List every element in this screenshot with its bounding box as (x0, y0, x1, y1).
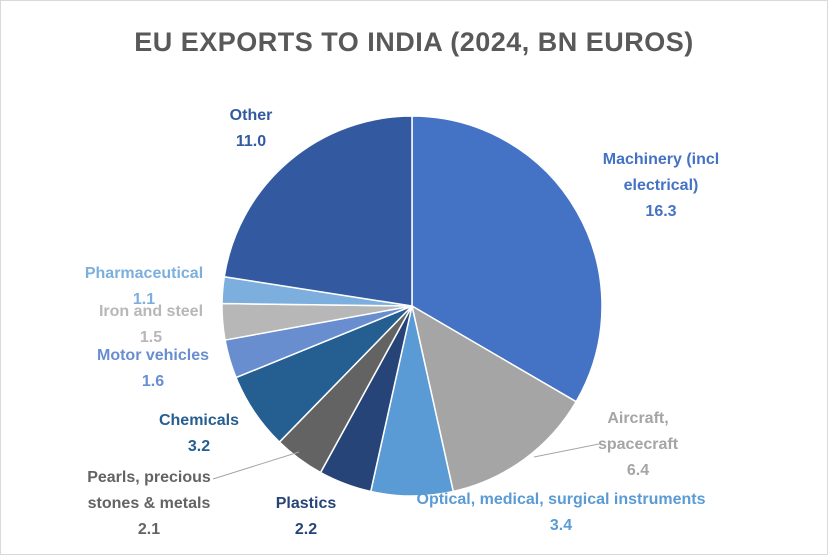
data-label-machinery: Machinery (incl electrical) 16.3 (602, 151, 720, 220)
data-label-optical: Optical, medical, surgical instruments 3.… (416, 491, 706, 534)
pie-slice-other (223, 115, 413, 307)
chart-title: EU EXPORTS TO INDIA (2024, BN EUROS) (134, 27, 694, 57)
leader-line-pearls (212, 451, 300, 480)
data-label-other: Other 11.0 (229, 107, 273, 150)
data-label-pearls: Pearls, precious stones & metals 2.1 (87, 469, 211, 538)
data-label-iron-steel: Iron and steel 1.5 (98, 303, 204, 346)
pie-slice-aircraft-spacecraft (410, 304, 578, 493)
leader-line-aircraft (533, 443, 600, 458)
data-label-plastics: Plastics 2.2 (275, 495, 337, 538)
pie-slice-machinery-incl-electrical (411, 115, 603, 403)
data-label-aircraft: Aircraft, spacecraft 6.4 (597, 410, 679, 479)
data-label-motor-vehicles: Motor vehicles 1.6 (96, 347, 210, 390)
data-label-pharmaceutical: Pharmaceutical 1.1 (84, 265, 204, 308)
data-label-chemicals: Chemicals 3.2 (158, 412, 240, 455)
